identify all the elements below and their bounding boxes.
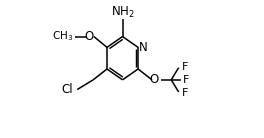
Text: O: O xyxy=(150,73,159,86)
Text: Cl: Cl xyxy=(61,83,73,96)
Text: N: N xyxy=(139,41,148,54)
Text: F: F xyxy=(183,75,190,85)
Text: O: O xyxy=(84,30,94,43)
Text: F: F xyxy=(182,62,188,72)
Text: F: F xyxy=(182,88,188,98)
Text: NH$_2$: NH$_2$ xyxy=(111,5,134,20)
Text: CH$_3$: CH$_3$ xyxy=(52,30,73,43)
